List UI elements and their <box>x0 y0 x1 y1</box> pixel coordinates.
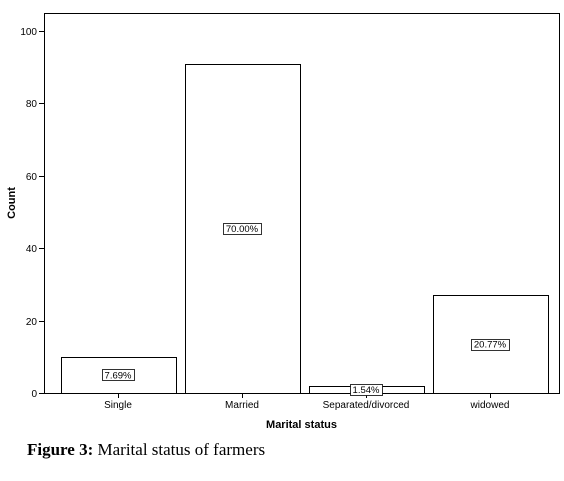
x-axis-title: Marital status <box>266 419 337 431</box>
data-label-box-0 <box>102 369 135 381</box>
marital-status-bar-chart: 0 20 40 60 80 100 Single Married Separated/divo… <box>6 13 560 431</box>
figure-caption-label: Figure 3: <box>27 440 94 459</box>
y-tick-label-0: 0 <box>31 389 37 400</box>
y-tick-label-3: 60 <box>26 172 38 183</box>
x-tick-label-3: widowed <box>470 400 510 411</box>
data-label-box-3 <box>471 339 510 351</box>
data-label-1: 70.00% <box>226 224 259 235</box>
y-tick-label-2: 40 <box>26 244 38 255</box>
data-label-0: 7.69% <box>105 370 132 381</box>
y-tick-label-1: 20 <box>26 317 38 328</box>
x-tick-label-0: Single <box>104 400 132 411</box>
figure-caption-text: Marital status of farmers <box>93 440 266 459</box>
y-tick-label-4: 80 <box>26 99 38 110</box>
x-axis: Single Married Separated/divorced widowed <box>104 393 509 411</box>
data-label-box-2 <box>350 384 383 396</box>
y-axis-title: Count <box>6 187 18 219</box>
data-label-box-1 <box>223 223 262 235</box>
bar-1 <box>185 64 301 394</box>
bars-group: 7.69% 70.00% 1.54% 20.77% <box>61 64 549 396</box>
x-tick-label-2: Separated/divorced <box>323 400 410 411</box>
y-tick-label-5: 100 <box>20 27 37 38</box>
y-axis: 0 20 40 60 80 100 <box>20 27 44 400</box>
data-label-2: 1.54% <box>353 385 380 396</box>
x-tick-label-1: Married <box>225 400 259 411</box>
figure-caption: Figure 3: Marital status of farmers <box>27 440 265 460</box>
data-label-3: 20.77% <box>474 340 507 351</box>
